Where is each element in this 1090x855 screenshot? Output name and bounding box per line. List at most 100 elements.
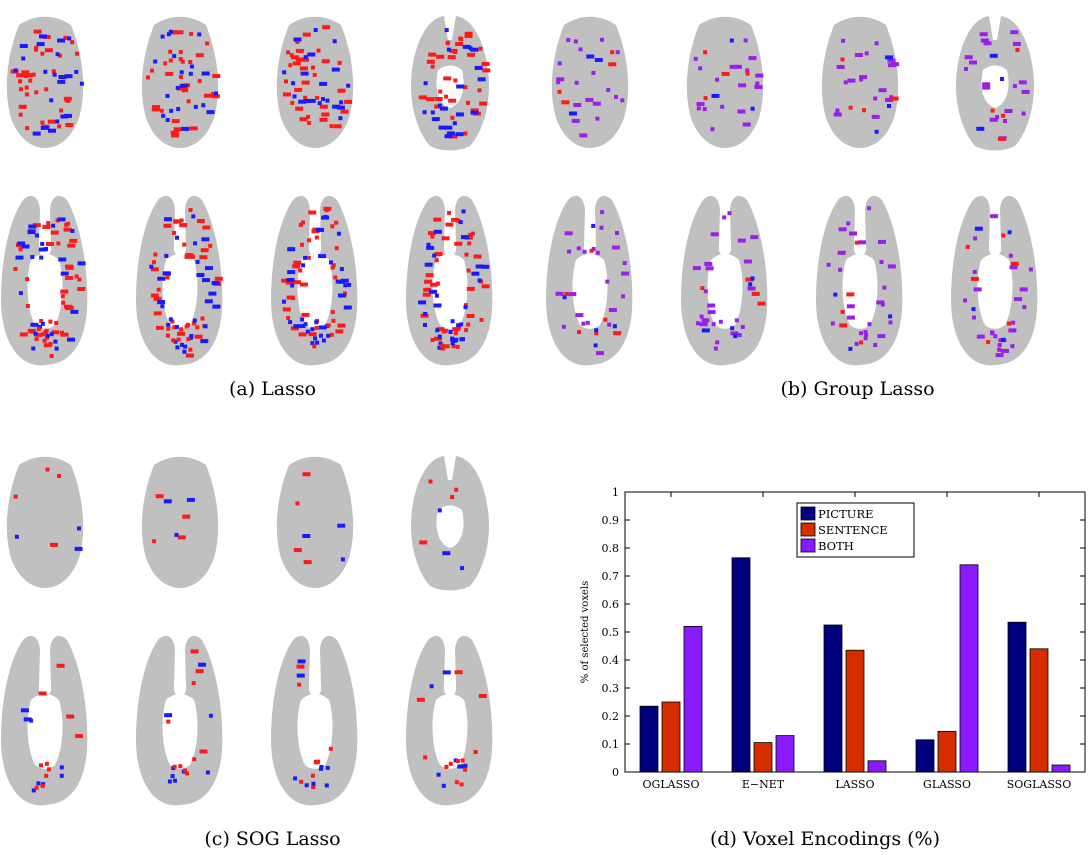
- voxel: [186, 337, 191, 341]
- voxel: [77, 287, 86, 291]
- voxel: [177, 331, 186, 336]
- voxel: [77, 277, 82, 282]
- voxel: [314, 320, 319, 325]
- caption-voxel-encodings: (d) Voxel Encodings (%): [709, 828, 940, 850]
- voxel: [290, 55, 299, 60]
- voxel: [696, 106, 701, 111]
- voxel: [203, 324, 208, 329]
- voxel: [191, 254, 195, 259]
- voxel: [713, 346, 718, 351]
- voxel: [1008, 328, 1017, 333]
- voxel: [887, 264, 896, 269]
- voxel: [25, 126, 30, 131]
- voxel: [160, 304, 165, 309]
- voxel: [189, 126, 198, 131]
- voxel: [437, 334, 442, 339]
- voxel: [445, 222, 454, 227]
- voxel: [70, 309, 79, 314]
- voxel: [710, 232, 719, 237]
- voxel: [57, 474, 61, 478]
- voxel: [441, 783, 446, 788]
- voxel: [39, 319, 44, 323]
- voxel: [153, 59, 158, 64]
- voxel: [876, 300, 885, 305]
- voxel: [75, 734, 80, 738]
- voxel: [39, 763, 43, 768]
- voxel: [40, 321, 45, 326]
- legend-label: BOTH: [818, 539, 854, 553]
- voxel: [307, 120, 312, 125]
- voxel: [303, 55, 308, 60]
- voxel: [49, 332, 54, 337]
- voxel: [173, 339, 178, 344]
- voxel: [24, 74, 28, 78]
- voxel: [63, 227, 72, 232]
- voxel: [890, 96, 899, 101]
- voxel: [195, 53, 204, 58]
- voxel: [1021, 89, 1030, 94]
- voxel: [334, 246, 339, 251]
- bar-both: [683, 625, 703, 773]
- voxel: [703, 50, 708, 55]
- voxel: [33, 29, 42, 34]
- voxel: [882, 285, 887, 290]
- voxel: [186, 497, 195, 502]
- voxel: [181, 126, 190, 131]
- voxel: [699, 322, 708, 327]
- voxel: [330, 224, 335, 229]
- voxel: [284, 79, 288, 84]
- voxel: [432, 253, 437, 258]
- voxel: [168, 58, 173, 63]
- voxel: [32, 223, 41, 228]
- voxel: [312, 344, 317, 349]
- voxel: [964, 55, 973, 60]
- voxel: [696, 321, 700, 326]
- voxel: [566, 38, 571, 42]
- voxel: [434, 258, 439, 263]
- voxel: [194, 334, 203, 339]
- voxel: [983, 41, 992, 46]
- voxel: [58, 53, 63, 58]
- voxel: [705, 266, 714, 271]
- brain-slice: [410, 456, 490, 591]
- voxel: [1001, 337, 1006, 342]
- voxel: [170, 130, 179, 135]
- voxel: [479, 101, 488, 106]
- voxel: [747, 286, 756, 291]
- voxel: [964, 67, 968, 71]
- voxel: [331, 67, 340, 72]
- voxel: [591, 223, 596, 228]
- voxel: [1008, 253, 1013, 258]
- voxel: [66, 221, 71, 226]
- brain-slices-group-lasso: [546, 16, 1038, 366]
- voxel: [562, 295, 567, 300]
- voxel: [453, 758, 458, 763]
- voxel: [451, 217, 460, 222]
- voxel: [296, 664, 305, 669]
- voxel: [745, 277, 754, 282]
- voxel: [848, 105, 853, 110]
- bar-picture: [915, 739, 935, 773]
- voxel: [1022, 305, 1027, 310]
- voxel: [727, 211, 732, 216]
- brain-slice: [141, 456, 219, 588]
- voxel: [615, 50, 620, 55]
- brain-slices-lasso: [1, 16, 493, 366]
- voxel: [456, 759, 460, 763]
- voxel: [700, 286, 705, 291]
- voxel: [841, 38, 846, 43]
- brain-slice: [821, 16, 900, 148]
- voxel: [990, 331, 995, 336]
- voxel: [307, 238, 312, 243]
- voxel: [982, 82, 991, 87]
- voxel: [301, 324, 306, 328]
- voxel: [42, 338, 47, 343]
- legend-swatch: [800, 522, 816, 537]
- voxel: [846, 315, 855, 320]
- voxel: [19, 87, 23, 92]
- voxel: [477, 77, 486, 82]
- voxel: [575, 313, 584, 318]
- voxel: [30, 322, 39, 327]
- voxel: [299, 66, 308, 71]
- bar-both: [867, 760, 887, 773]
